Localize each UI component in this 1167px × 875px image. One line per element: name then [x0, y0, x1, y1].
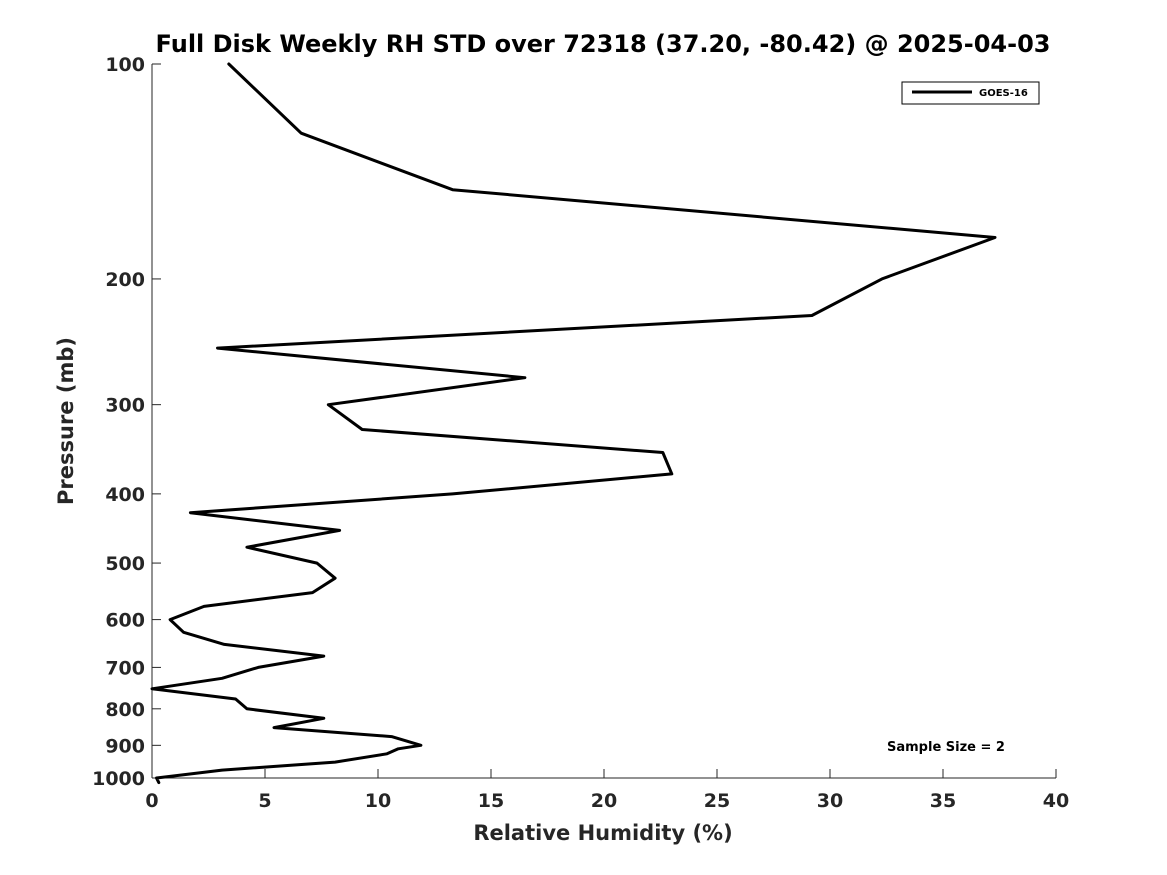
y-tick-label-500: 500 — [105, 553, 145, 575]
legend: GOES-16 — [901, 81, 1040, 105]
y-tick-label-800: 800 — [105, 699, 145, 721]
legend-label-goes-16: GOES-16 — [979, 88, 1028, 99]
x-tick-label-40: 40 — [1043, 790, 1069, 812]
x-tick-label-25: 25 — [704, 790, 730, 812]
x-tick-label-15: 15 — [478, 790, 504, 812]
y-axis-label: Pressure (mb) — [54, 337, 78, 505]
chart-title: Full Disk Weekly RH STD over 72318 (37.2… — [156, 30, 1051, 58]
y-tick-label-700: 700 — [105, 657, 145, 679]
y-tick-label-900: 900 — [105, 735, 145, 757]
x-axis-label: Relative Humidity (%) — [473, 821, 732, 845]
y-tick-label-100: 100 — [105, 54, 145, 76]
x-tick-label-20: 20 — [591, 790, 617, 812]
axes: 0 5 10 15 20 25 30 35 40 100 200 300 400 500 600 700 800… — [92, 54, 1069, 812]
series-layer — [150, 62, 997, 785]
y-tick-label-400: 400 — [105, 484, 145, 506]
x-tick-label-30: 30 — [817, 790, 843, 812]
y-tick-label-300: 300 — [105, 395, 145, 417]
sample-size-annotation: Sample Size = 2 — [887, 740, 1005, 755]
x-tick-label-5: 5 — [258, 790, 271, 812]
x-tick-label-10: 10 — [365, 790, 391, 812]
y-tick-label-600: 600 — [105, 610, 145, 632]
x-tick-label-35: 35 — [930, 790, 956, 812]
x-tick-label-0: 0 — [145, 790, 158, 812]
y-tick-label-200: 200 — [105, 269, 145, 291]
series-line-goes-16 — [150, 62, 997, 785]
y-tick-label-1000: 1000 — [92, 768, 145, 790]
